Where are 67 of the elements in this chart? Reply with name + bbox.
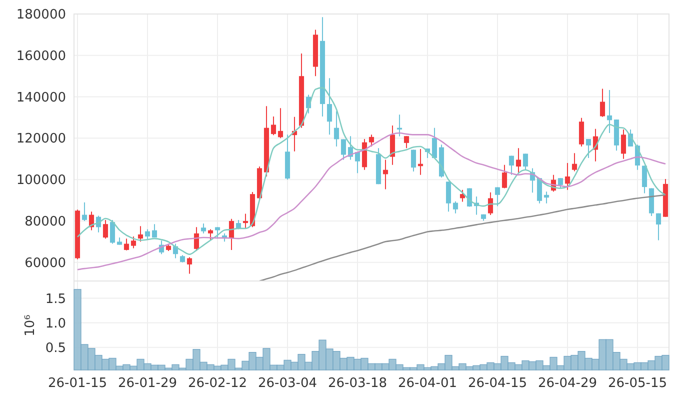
candlestick bbox=[208, 228, 214, 240]
candlestick bbox=[488, 192, 494, 216]
x-tick-label: 26-04-15 bbox=[468, 376, 528, 391]
candlestick bbox=[494, 186, 500, 207]
y-axis-title: 10⁶ bbox=[23, 314, 38, 336]
x-tick-label: 26-03-04 bbox=[258, 376, 318, 391]
candlestick bbox=[606, 89, 612, 134]
y-tick-label: 1.0 bbox=[45, 316, 66, 332]
candlestick bbox=[446, 181, 452, 212]
candlestick bbox=[236, 219, 242, 230]
candlestick bbox=[214, 226, 220, 240]
candlestick bbox=[544, 191, 550, 204]
candlestick bbox=[396, 114, 402, 137]
candlestick bbox=[186, 256, 192, 274]
candlestick bbox=[334, 110, 340, 147]
y-tick-label: 100000 bbox=[16, 173, 66, 188]
candlestick bbox=[326, 78, 332, 136]
candlestick bbox=[564, 162, 570, 190]
y-tick-label: 120000 bbox=[16, 132, 66, 147]
candlestick bbox=[278, 108, 284, 139]
y-tick-label: 180000 bbox=[16, 8, 66, 23]
candlestick bbox=[82, 202, 88, 222]
candlestick bbox=[432, 127, 438, 159]
candlestick bbox=[502, 164, 508, 189]
candlestick bbox=[382, 159, 388, 190]
candlestick bbox=[200, 222, 206, 234]
candlestick bbox=[522, 153, 528, 171]
candlestick bbox=[586, 138, 592, 159]
candlestick bbox=[642, 165, 648, 194]
x-tick-label: 26-03-18 bbox=[328, 376, 388, 391]
line-series bbox=[76, 132, 666, 270]
y-tick-label: 80000 bbox=[24, 214, 66, 230]
candlestick bbox=[600, 88, 606, 118]
candlestick bbox=[404, 136, 410, 149]
candlestick bbox=[144, 228, 150, 240]
x-tick-label: 26-01-15 bbox=[48, 376, 108, 391]
candlestick bbox=[508, 155, 514, 176]
candlestick bbox=[656, 212, 662, 241]
candlestick bbox=[124, 238, 130, 251]
candlestick bbox=[572, 152, 578, 172]
y-tick-label: 1.5 bbox=[45, 292, 66, 307]
x-tick-label: 26-05-15 bbox=[608, 376, 668, 391]
y-tick-label: 160000 bbox=[16, 48, 66, 64]
candlestick bbox=[620, 128, 626, 160]
candlestick bbox=[558, 178, 564, 188]
candlestick bbox=[152, 224, 158, 238]
candlestick bbox=[410, 149, 416, 172]
y-tick-label: 140000 bbox=[16, 90, 66, 106]
x-tick-label: 26-04-01 bbox=[398, 376, 458, 391]
candlestick bbox=[102, 219, 108, 240]
y-tick-label: 0.5 bbox=[45, 340, 66, 356]
x-tick-label: 26-01-29 bbox=[118, 376, 178, 391]
candlestick bbox=[452, 200, 458, 214]
candlestick bbox=[110, 219, 116, 244]
candlestick bbox=[270, 116, 276, 136]
candlestick bbox=[578, 117, 584, 147]
x-tick-label: 26-02-12 bbox=[188, 376, 248, 391]
candlestick bbox=[130, 236, 136, 249]
x-tick-label: 26-04-29 bbox=[538, 376, 598, 391]
candlestick bbox=[368, 134, 374, 147]
candlestick bbox=[516, 148, 522, 174]
candlestick bbox=[354, 152, 360, 174]
candlestick bbox=[340, 138, 346, 160]
candlestick bbox=[390, 125, 396, 166]
candlestick bbox=[242, 213, 248, 229]
candlestick bbox=[138, 226, 144, 242]
y-tick-label: 60000 bbox=[24, 256, 66, 271]
